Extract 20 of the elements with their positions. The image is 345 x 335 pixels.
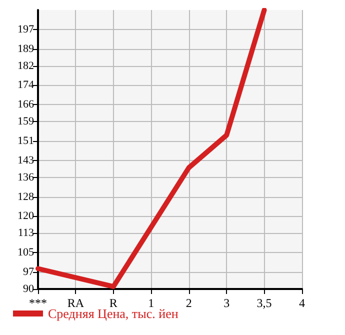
y-tick-label: 159	[18, 116, 34, 128]
x-tick-label: 3	[224, 296, 230, 310]
y-tick-label: 105	[18, 246, 34, 259]
y-tick-label: 90	[23, 283, 34, 295]
y-tick-label: 197	[18, 23, 34, 36]
y-tick-label: 136	[18, 171, 34, 184]
y-tick-label: 143	[18, 154, 34, 166]
y-tick-label: 174	[18, 79, 34, 92]
x-tick-label: 3,5	[256, 296, 272, 310]
x-tick-label: 4	[299, 296, 305, 310]
x-tick-label: ***	[29, 296, 47, 310]
y-tick-label: 182	[18, 60, 34, 72]
y-tick-label: 97	[23, 266, 34, 278]
x-tick-label: 2	[186, 296, 192, 310]
y-tick-label: 151	[18, 135, 34, 148]
y-tick-label: 189	[18, 42, 34, 55]
y-tick-label: 120	[18, 210, 34, 222]
y-tick-label: 166	[18, 98, 34, 111]
y-tick-label: 113	[18, 227, 34, 240]
y-tick-label: 128	[18, 190, 34, 203]
